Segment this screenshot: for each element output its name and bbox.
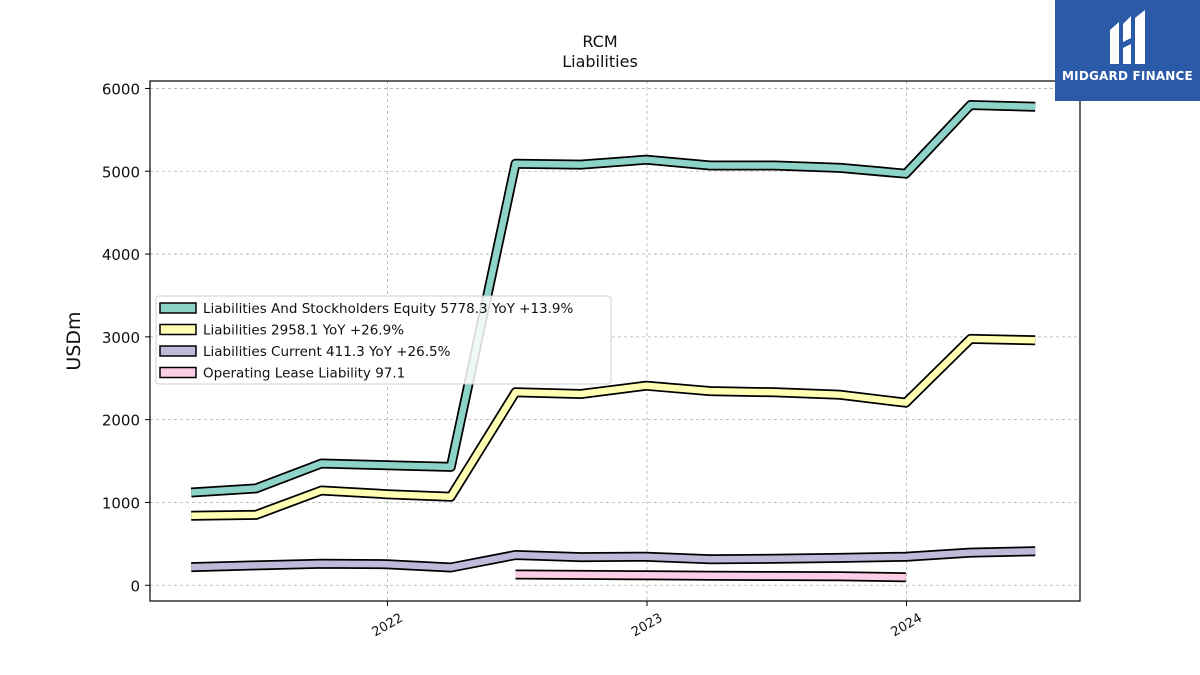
legend-swatch [159,302,197,314]
series-line-2 [191,547,1036,571]
series-line-3 [515,571,906,581]
legend-label: Operating Lease Liability 97.1 [203,366,405,382]
y-tick-label: 5000 [102,163,140,181]
x-tick-label: 2022 [370,611,406,641]
y-tick-label: 3000 [102,329,140,347]
x-tick-label: 2024 [889,611,925,641]
legend-swatch [159,366,197,379]
chart-subtitle: Liabilities [562,52,638,71]
legend-swatch [159,345,197,357]
plot-frame [149,80,1081,602]
brand-name: MIDGARD FINANCE [1062,69,1193,83]
series-line-1 [191,335,1036,519]
y-axis-label: USDm [63,311,85,370]
logo-mark-icon [1110,10,1145,64]
y-tick-label: 1000 [102,494,140,512]
y-tick-label: 4000 [102,246,140,264]
legend-box [155,295,612,385]
series-line-0 [190,101,1036,496]
legend-label: Liabilities 2958.1 YoY +26.9% [203,323,404,339]
chart-title: RCM [582,32,618,51]
legend-swatch [159,323,197,336]
x-tick-label: 2023 [629,611,665,641]
legend-label: Liabilities Current 411.3 YoY +26.5% [203,344,451,360]
brand-logo: MIDGARD FINANCE [1055,0,1200,101]
legend-label: Liabilities And Stockholders Equity 5778… [203,301,573,317]
y-tick-label: 6000 [102,80,140,98]
y-tick-label: 0 [130,577,140,595]
y-tick-label: 2000 [102,412,140,430]
